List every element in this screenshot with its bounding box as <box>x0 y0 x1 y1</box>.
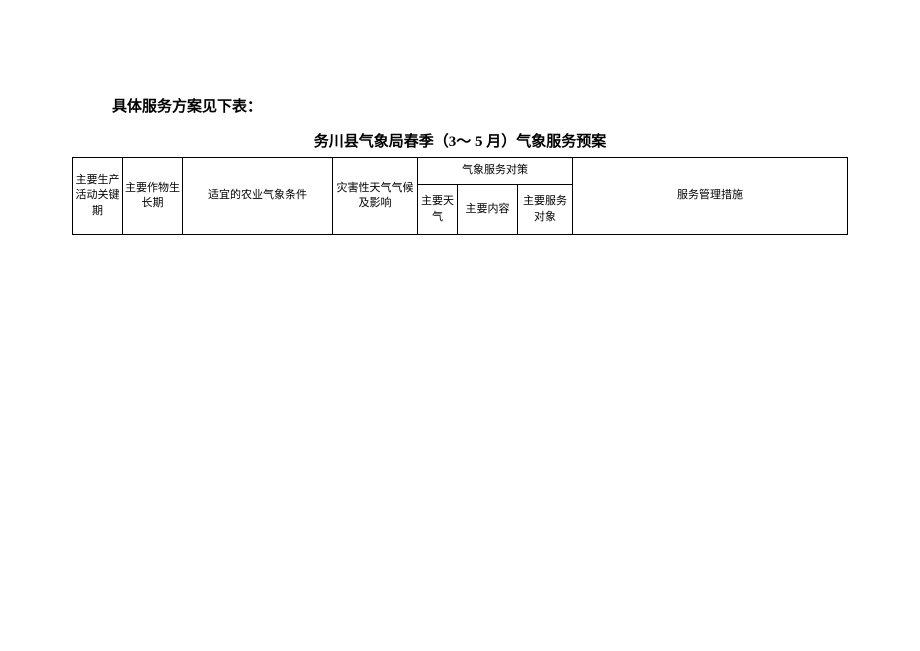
col-header-suitable-conditions: 适宜的农业气象条件 <box>183 158 333 235</box>
document-content: 具体服务方案见下表： 务川县气象局春季（3～ 5 月）气象服务预案 主要生产活动… <box>72 95 848 235</box>
col-header-main-content: 主要内容 <box>458 185 518 235</box>
col-header-main-target: 主要服务对象 <box>518 185 573 235</box>
intro-text: 具体服务方案见下表： <box>112 95 848 116</box>
col-header-crop-growth: 主要作物生长期 <box>123 158 183 235</box>
col-header-main-weather: 主要天气 <box>418 185 458 235</box>
table-header-row-1: 主要生产活动关键期 主要作物生长期 适宜的农业气象条件 灾害性天气气候及影响 气… <box>73 158 848 185</box>
table-title: 务川县气象局春季（3～ 5 月）气象服务预案 <box>72 130 848 151</box>
col-header-production-period: 主要生产活动关键期 <box>73 158 123 235</box>
col-header-disaster-weather: 灾害性天气气候及影响 <box>333 158 418 235</box>
table-header: 主要生产活动关键期 主要作物生长期 适宜的农业气象条件 灾害性天气气候及影响 气… <box>73 158 848 235</box>
service-plan-table: 主要生产活动关键期 主要作物生长期 适宜的农业气象条件 灾害性天气气候及影响 气… <box>72 157 848 235</box>
col-header-group-service: 气象服务对策 <box>418 158 573 185</box>
col-header-management: 服务管理措施 <box>573 158 848 235</box>
